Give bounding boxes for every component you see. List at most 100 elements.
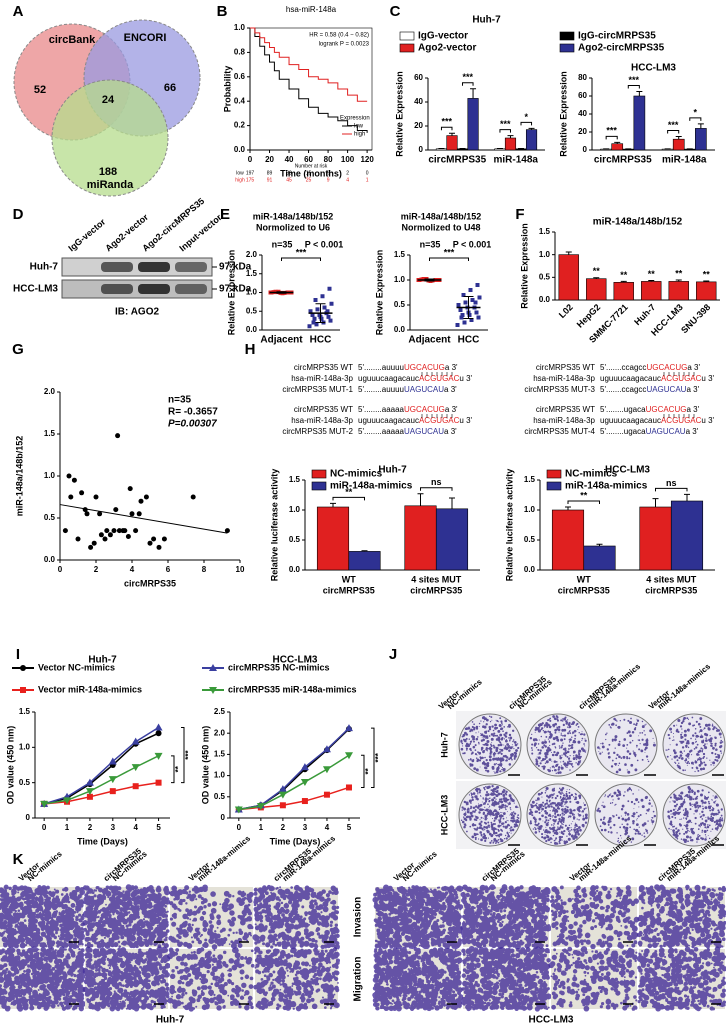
y-tick-label: 1.5 [19, 707, 31, 716]
y-tick-label: 1.5 [524, 475, 536, 484]
legend-label: miR-148a-mimics [330, 481, 413, 492]
sequence-part: a 3' [445, 405, 458, 414]
sequence: uguuucaagacaucACGUGACu 3' [600, 416, 715, 425]
bar [668, 281, 689, 301]
x-tick-label: 2 [94, 565, 99, 574]
sequence-part: ACGUGAC [419, 416, 460, 425]
y-tick-label: 2.5 [214, 707, 226, 716]
y-tick-label: 1.0 [234, 23, 246, 32]
texture [461, 945, 552, 1012]
x-tick-label: 80 [324, 155, 333, 164]
significance: *** [463, 72, 474, 82]
panel-letter: E [220, 206, 230, 223]
point [116, 528, 122, 534]
sequence-part: UGCACUG [646, 405, 687, 414]
risk-value: 4 [346, 177, 349, 183]
y-tick-label: 1.0 [246, 288, 258, 297]
lane-label: Ago2-circMRPS35 [140, 196, 206, 253]
risk-value: 0 [366, 170, 369, 176]
bar [696, 281, 717, 301]
sequence-part: u 3' [459, 374, 472, 383]
legend-title: Expression [340, 116, 370, 122]
chart-title: hsa-miR-148a [286, 5, 337, 14]
marker-label: 97 kDa [219, 284, 252, 295]
legend-label: Vector miR-148a-mimics [38, 684, 142, 694]
error-bar [675, 136, 682, 140]
seq-label: hsa-miR-148a-3p [291, 416, 353, 425]
significance-bracket [181, 727, 185, 784]
bar [525, 129, 538, 151]
seq-label: circMRPS35 MUT-3 [524, 385, 595, 394]
x-tick-label: 120 [360, 155, 374, 164]
point [84, 511, 90, 517]
group-label: Huh-7 [156, 1015, 185, 1026]
point [477, 295, 482, 300]
y-tick-label: 0.5 [214, 792, 226, 801]
y-tick-label: 0.4 [234, 96, 246, 105]
point [190, 494, 196, 500]
x-tick-label: Adjacent [260, 335, 303, 346]
texture [460, 785, 520, 845]
sequence-part: 5'........aaaaa [358, 405, 405, 414]
sequence-part: 5'........ugaca [600, 405, 646, 414]
legend-label: NC-mimics [565, 469, 618, 480]
legend-swatch [311, 469, 327, 479]
texture [168, 884, 254, 950]
texture [0, 884, 86, 950]
y-axis-label: Relative luciferase activity [269, 469, 279, 582]
error-bar [448, 132, 455, 136]
point [476, 315, 481, 320]
y-tick-label: 0 [26, 813, 31, 822]
sequence-part: a 3' [445, 363, 458, 372]
error-bar [417, 493, 424, 506]
y-axis-label: Relative Expression [394, 71, 404, 157]
sequence-part: a 3' [444, 385, 457, 394]
error-bar [703, 280, 710, 282]
x-tick-label: 3 [303, 823, 308, 832]
line [43, 726, 159, 805]
point [151, 536, 157, 542]
bar [558, 254, 579, 301]
point [301, 798, 308, 805]
chart-title: Huh-7 [378, 465, 407, 476]
texture [82, 884, 171, 949]
texture [529, 715, 587, 775]
row-label: Invasion [353, 897, 364, 938]
x-tick-label: 3 [111, 823, 116, 832]
seq-label: circMRPS35 WT [294, 363, 353, 372]
y-tick-label: 40 [414, 97, 423, 106]
legend-swatch [546, 481, 562, 491]
y-tick-label: 0.6 [234, 72, 246, 81]
bar [435, 508, 469, 571]
point [456, 303, 461, 307]
bar [611, 143, 624, 151]
significance: *** [444, 247, 455, 257]
line [238, 728, 350, 811]
sequence-part: UAGUCAU [646, 385, 686, 394]
y-tick-label: 20 [578, 127, 587, 136]
texture [596, 786, 657, 844]
significance-bracket [520, 121, 533, 126]
chart-title: miR-148a/148b/152 [401, 211, 482, 221]
sequence: 5'........auuuuUGCACUGa 3' [358, 363, 458, 372]
panel-letter: K [13, 851, 24, 868]
error-bar [276, 291, 287, 294]
y-tick-label: 1.0 [214, 771, 226, 780]
sequence-part: u 3' [459, 416, 472, 425]
error-bar [315, 303, 326, 323]
error-bar [593, 277, 600, 279]
chart-title: miR-148a/148b/152 [593, 217, 683, 228]
line [44, 781, 159, 805]
point [470, 298, 475, 302]
texture [167, 947, 255, 1012]
seq-label: hsa-miR-148a-3p [291, 374, 353, 383]
point [469, 318, 474, 322]
x-tick-label: 20 [265, 155, 274, 164]
y-tick-label: 0.5 [394, 300, 406, 309]
y-tick-label: 60 [578, 91, 587, 100]
point [122, 528, 128, 534]
significance: *** [296, 247, 307, 257]
x-tick-label: L02 [557, 302, 575, 320]
y-tick-label: 0.5 [524, 535, 536, 544]
